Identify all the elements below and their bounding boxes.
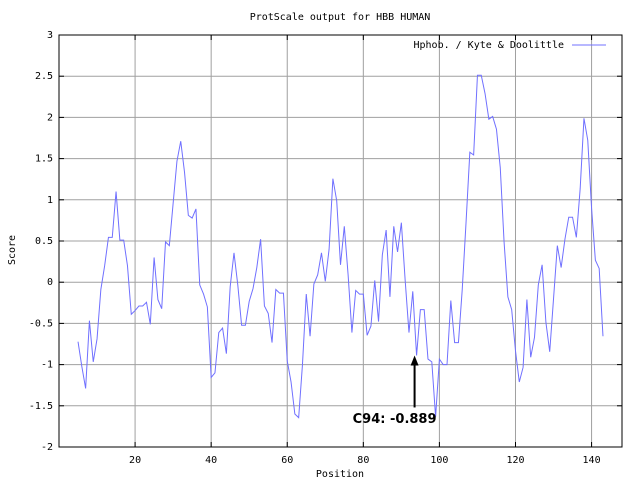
- annotation-label: C94: -0.889: [353, 412, 437, 427]
- y-tick-label: 0.5: [35, 236, 53, 247]
- y-tick-label: -0.5: [29, 318, 53, 329]
- x-tick-label: 120: [506, 455, 524, 466]
- legend-label: Hphob. / Kyte & Doolittle: [413, 40, 564, 51]
- y-tick-label: -1: [41, 360, 53, 371]
- y-tick-label: -1.5: [29, 401, 53, 412]
- x-axis-label: Position: [316, 469, 364, 480]
- y-axis-label: Score: [7, 235, 18, 265]
- annotation-arrowhead: [410, 355, 419, 366]
- series-line: [77, 74, 604, 419]
- x-tick-label: 80: [357, 455, 369, 466]
- x-tick-label: 140: [583, 455, 601, 466]
- y-tick-label: 2.5: [35, 71, 53, 82]
- y-tick-label: 1: [47, 195, 53, 206]
- plot-frame: [58, 34, 623, 448]
- x-tick-label: 60: [281, 455, 293, 466]
- x-tick-label: 100: [430, 455, 448, 466]
- chart-title: ProtScale output for HBB HUMAN: [250, 12, 431, 23]
- y-tick-label: 2: [47, 112, 53, 123]
- x-tick-label: 20: [129, 455, 141, 466]
- y-tick-label: 3: [47, 30, 53, 41]
- y-tick-label: 1.5: [35, 154, 53, 165]
- y-tick-label: 0: [47, 277, 53, 288]
- x-tick-label: 40: [205, 455, 217, 466]
- y-tick-label: -2: [41, 442, 53, 453]
- annotation: C94: -0.889: [353, 355, 437, 427]
